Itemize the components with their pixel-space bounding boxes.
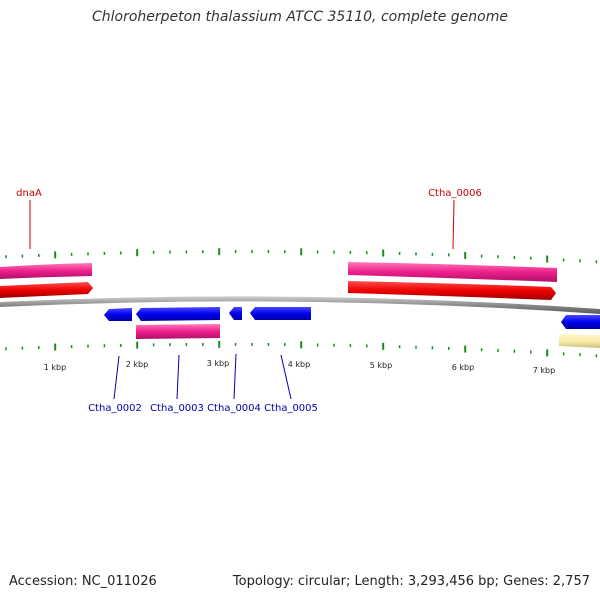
- ctha-0005-cds-feature[interactable]: [250, 307, 311, 320]
- scale-label: 2 kbp: [126, 360, 148, 369]
- inner-tick-marks: [5, 340, 598, 358]
- ctha-0006-cds-feature[interactable]: [348, 281, 556, 300]
- gene-label-ctha-0005[interactable]: Ctha_0005: [264, 403, 318, 414]
- scale-label: 5 kbp: [370, 361, 392, 370]
- forward-gene-labels: dnaA Ctha_0006: [16, 188, 482, 199]
- scale-label: 1 kbp: [44, 363, 66, 372]
- reverse-gene-labels: Ctha_0002 Ctha_0003 Ctha_0004 Ctha_0005: [88, 403, 318, 414]
- scale-label: 4 kbp: [288, 360, 310, 369]
- genome-summary-text: Topology: circular; Length: 3,293,456 bp…: [232, 574, 590, 589]
- scale-label: 6 kbp: [452, 363, 474, 372]
- other-feature[interactable]: [559, 334, 600, 348]
- gene-label-ctha-0004[interactable]: Ctha_0004: [207, 403, 261, 414]
- forward-label-leaders: [29, 199, 455, 250]
- gene-label-ctha-0002[interactable]: Ctha_0002: [88, 403, 142, 414]
- next-reverse-cds-feature[interactable]: [561, 315, 600, 329]
- gene-label-ctha-0003[interactable]: Ctha_0003: [150, 403, 204, 414]
- ctha-0003-cds-feature[interactable]: [136, 307, 220, 321]
- map-title: Chloroherpeton thalassium ATCC 35110, co…: [92, 9, 508, 25]
- gene-label-ctha-0006[interactable]: Ctha_0006: [428, 188, 482, 199]
- accession-text: Accession: NC_011026: [9, 574, 157, 589]
- genome-backbone: [0, 296, 600, 314]
- reverse-label-leaders: [113, 353, 292, 400]
- ctha-0004-cds-feature[interactable]: [229, 307, 242, 320]
- dnaA-gene-feature[interactable]: [0, 263, 92, 279]
- dnaA-cds-feature[interactable]: [0, 282, 93, 298]
- scale-labels: 1 kbp 2 kbp 3 kbp 4 kbp 5 kbp 6 kbp 7 kb…: [44, 359, 555, 375]
- ctha-0006-gene-feature[interactable]: [348, 262, 557, 282]
- gene-label-dnaA[interactable]: dnaA: [16, 188, 42, 199]
- scale-label: 7 kbp: [533, 366, 555, 375]
- outer-tick-marks: [5, 248, 598, 264]
- ctha-0002-cds-feature[interactable]: [104, 308, 132, 321]
- ctha-0003-gene-feature[interactable]: [136, 324, 220, 339]
- scale-label: 3 kbp: [207, 359, 229, 368]
